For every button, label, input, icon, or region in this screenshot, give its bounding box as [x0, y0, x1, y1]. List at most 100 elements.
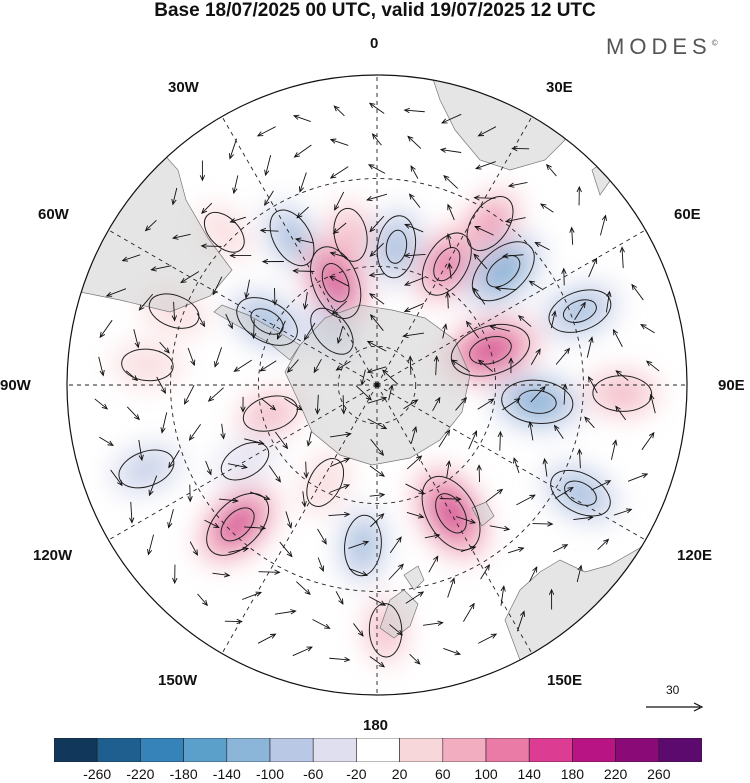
wind-arrow	[99, 436, 114, 446]
latitude-circle	[170, 178, 584, 592]
wind-arrow	[619, 246, 625, 269]
wind-arrow	[219, 497, 239, 504]
wind-arrow	[424, 533, 441, 539]
wind-arrow	[588, 375, 598, 394]
wind-arrow	[369, 465, 385, 477]
colorbar-segment	[54, 738, 98, 762]
wind-arrow	[125, 370, 139, 382]
wind-arrow	[232, 175, 239, 195]
wind-arrow	[389, 624, 403, 636]
wind-arrow	[159, 341, 170, 354]
wind-arrow	[403, 303, 425, 313]
wind-arrow	[249, 491, 271, 501]
lon-label-60w: 60W	[38, 206, 69, 223]
wind-arrow	[477, 126, 497, 137]
colorbar-segment	[485, 738, 530, 762]
wind-arrow	[548, 588, 555, 610]
wind-arrow	[369, 492, 386, 498]
wind-arrow	[292, 114, 311, 122]
wind-arrow	[314, 394, 321, 415]
meridian-line	[376, 229, 646, 386]
wind-arrow	[274, 609, 297, 615]
lon-label-120w: 120W	[33, 547, 73, 564]
wind-arrow	[276, 320, 286, 340]
wind-arrow	[284, 398, 303, 411]
wind-arrow	[368, 596, 387, 606]
wind-arrow	[489, 525, 511, 532]
wind-arrow	[463, 602, 475, 622]
contour-ring	[450, 323, 531, 377]
wind-arrow	[98, 356, 105, 377]
graticule	[67, 75, 687, 695]
wind-arrow	[445, 460, 452, 478]
colorbar-segment	[183, 738, 228, 762]
wind-arrow	[138, 293, 154, 311]
contour-ring	[306, 458, 345, 507]
wind-arrow	[502, 398, 521, 411]
wind-arrow	[296, 581, 311, 596]
anomaly-blob	[109, 443, 183, 495]
wind-arrow	[508, 357, 514, 374]
wind-arrow	[586, 336, 594, 358]
wind-arrow	[410, 425, 418, 444]
wind-arrow	[455, 516, 477, 524]
wind-arrow	[99, 319, 113, 339]
wind-arrow	[369, 314, 384, 331]
wind-arrow	[542, 457, 548, 477]
wind-arrow	[329, 166, 349, 179]
wind-arrow	[455, 397, 468, 411]
wind-arrow	[196, 312, 206, 328]
wind-arrow	[404, 223, 424, 233]
wind-vectors	[94, 102, 660, 668]
wind-arrow	[367, 396, 388, 404]
wind-arrow	[474, 225, 494, 236]
wind-arrow	[292, 268, 315, 274]
colorbar-tick-label: 220	[603, 766, 628, 782]
wind-arrow	[261, 258, 284, 265]
wind-arrow	[403, 107, 425, 114]
wind-arrow	[340, 395, 347, 415]
wind-arrow	[478, 633, 498, 644]
wind-arrow	[187, 484, 193, 503]
wind-arrow	[200, 243, 222, 249]
meridian-line	[376, 384, 646, 541]
wind-arrow	[317, 528, 327, 545]
wind-arrow	[228, 138, 238, 160]
wind-arrow	[138, 439, 144, 462]
wind-arrow	[507, 546, 525, 554]
wind-arrow	[574, 301, 586, 320]
colorbar	[54, 738, 702, 762]
wind-arrow	[610, 439, 618, 460]
wind-arrow	[443, 648, 462, 656]
wind-arrow	[516, 494, 536, 506]
wind-arrow	[410, 165, 419, 179]
contour-ring	[309, 246, 362, 319]
wind-arrow	[285, 511, 293, 529]
wind-arrow	[540, 203, 554, 213]
wind-arrow	[403, 277, 425, 286]
wind-arrow	[296, 206, 309, 219]
wind-arrow	[403, 399, 419, 410]
wind-arrow	[367, 418, 388, 430]
wind-arrow	[371, 133, 382, 146]
wind-arrow	[242, 591, 263, 600]
colorbar-tick-label: -260	[83, 766, 112, 782]
wind-arrow	[150, 265, 172, 272]
wind-arrow	[546, 163, 557, 177]
wind-arrow	[360, 369, 366, 386]
wind-arrow	[259, 227, 279, 234]
meridian-line	[221, 116, 378, 386]
wind-arrow	[171, 187, 178, 206]
wind-arrow	[180, 271, 200, 284]
meridian-line	[376, 384, 533, 654]
contour-ring	[148, 293, 200, 329]
wind-arrow	[329, 251, 348, 258]
wind-arrow	[500, 585, 506, 606]
wind-arrow	[312, 619, 331, 629]
wind-arrow	[264, 190, 274, 207]
wind-arrow	[511, 145, 530, 152]
wind-arrow	[476, 464, 482, 483]
wind-arrow	[233, 359, 252, 372]
anomaly-blob	[462, 232, 545, 311]
lon-label-120e: 120E	[677, 547, 713, 564]
